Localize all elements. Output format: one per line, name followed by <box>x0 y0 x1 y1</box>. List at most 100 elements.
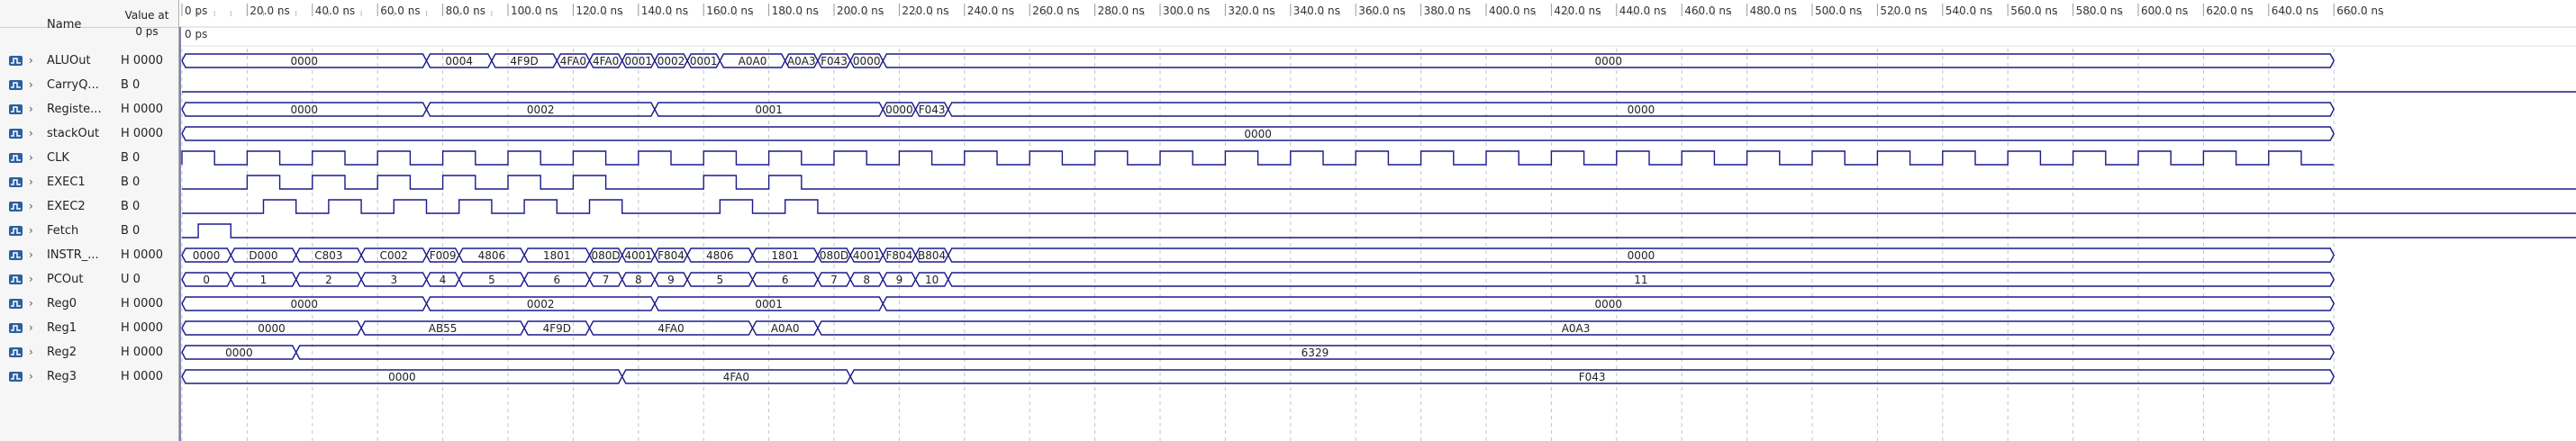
waveform-reg1[interactable]: 0000 AB55 4F9D 4FA0 A0A0 A0A3 <box>181 320 2335 336</box>
waveform-aluout[interactable]: 0000 0004 4F9D 4FA0 4FA0 0001 0002 0001 A0A0 A0A3… <box>181 53 2335 68</box>
bus-segment[interactable] <box>751 248 819 263</box>
bus-segment[interactable] <box>882 272 917 287</box>
signal-row[interactable]: › CLK <box>0 146 115 170</box>
bus-segment[interactable] <box>425 272 460 287</box>
waveform-registe[interactable]: 0000 0002 0001 0000 F043 0000 <box>181 102 2335 117</box>
bus-segment[interactable] <box>181 248 232 263</box>
bus-segment[interactable] <box>654 272 688 287</box>
bus-segment[interactable] <box>751 320 819 336</box>
expand-chevron-icon[interactable]: › <box>29 321 33 334</box>
bus-segment[interactable] <box>230 248 297 263</box>
bus-segment[interactable] <box>230 272 297 287</box>
signal-row[interactable]: › Reg0 <box>0 292 115 316</box>
expand-chevron-icon[interactable]: › <box>29 54 33 67</box>
bus-segment[interactable] <box>425 102 656 117</box>
expand-chevron-icon[interactable]: › <box>29 103 33 115</box>
bus-segment[interactable] <box>181 345 297 360</box>
bus-segment[interactable] <box>523 248 591 263</box>
expand-chevron-icon[interactable]: › <box>29 248 33 261</box>
signal-row[interactable]: › stackOut <box>0 122 115 146</box>
bus-segment[interactable] <box>817 248 851 263</box>
waveform-area[interactable]: 0 ps 20.0 ns 40.0 ns 60.0 ns 80.0 ns 100.0 ns… <box>179 0 2576 441</box>
clock-trace[interactable] <box>181 150 2335 166</box>
bus-segment[interactable] <box>295 248 362 263</box>
bus-segment[interactable] <box>588 320 754 336</box>
signal-row[interactable]: › Registe... <box>0 97 115 122</box>
bus-segment[interactable] <box>686 248 754 263</box>
bus-segment[interactable] <box>654 53 688 68</box>
bus-segment[interactable] <box>295 272 362 287</box>
bus-segment[interactable] <box>588 272 623 287</box>
bus-segment[interactable] <box>849 369 2335 384</box>
signal-row[interactable]: › Reg3 <box>0 364 115 389</box>
bus-segment[interactable] <box>947 248 2335 263</box>
waveform-reg2[interactable]: 0000 6329 <box>181 345 2335 360</box>
bus-segment[interactable] <box>654 248 688 263</box>
bus-segment[interactable] <box>458 248 525 263</box>
bus-segment[interactable] <box>849 248 884 263</box>
bus-segment[interactable] <box>654 102 884 117</box>
bus-segment[interactable] <box>686 272 754 287</box>
bus-segment[interactable] <box>882 53 2335 68</box>
expand-chevron-icon[interactable]: › <box>29 273 33 285</box>
bus-segment[interactable] <box>523 320 591 336</box>
bus-segment[interactable] <box>882 248 917 263</box>
bus-segment[interactable] <box>849 272 884 287</box>
signal-row[interactable]: › Reg1 <box>0 316 115 340</box>
signal-row[interactable]: › ALUOut <box>0 49 115 73</box>
bus-segment[interactable] <box>817 53 851 68</box>
waveform-exec2[interactable] <box>182 199 2576 214</box>
waveform-reg0[interactable]: 0000 0002 0001 0000 <box>181 296 2335 311</box>
bus-segment[interactable] <box>588 53 623 68</box>
bus-segment[interactable] <box>491 53 558 68</box>
signal-row[interactable]: › INSTR_... <box>0 243 115 267</box>
bus-segment[interactable] <box>686 53 721 68</box>
bus-segment[interactable] <box>882 296 2335 311</box>
bus-segment[interactable] <box>295 345 2335 360</box>
bus-segment[interactable] <box>458 272 525 287</box>
bus-segment[interactable] <box>784 53 819 68</box>
signal-row[interactable]: › CarryQ... <box>0 73 115 97</box>
bus-segment[interactable] <box>882 102 917 117</box>
expand-chevron-icon[interactable]: › <box>29 78 33 91</box>
bus-segment[interactable] <box>621 53 656 68</box>
bus-segment[interactable] <box>621 272 656 287</box>
bus-segment[interactable] <box>751 272 819 287</box>
bus-segment[interactable] <box>914 248 949 263</box>
expand-chevron-icon[interactable]: › <box>29 176 33 188</box>
signal-row[interactable]: › EXEC2 <box>0 194 115 219</box>
waveform-pcout[interactable]: 0 1 2 3 4 5 6 7 8 9 5 6 7 8 9 10 11 <box>181 272 2335 287</box>
waveform-exec1[interactable] <box>182 175 2576 190</box>
bus-segment[interactable] <box>181 126 2335 141</box>
signal-row[interactable]: › Reg2 <box>0 340 115 364</box>
bus-segment[interactable] <box>719 53 786 68</box>
expand-chevron-icon[interactable]: › <box>29 200 33 212</box>
bit-trace[interactable] <box>182 175 2576 190</box>
waveform-canvas[interactable]: 0 ps 20.0 ns 40.0 ns 60.0 ns 80.0 ns 100.0 ns… <box>179 0 2576 441</box>
signal-row[interactable]: › Fetch <box>0 219 115 243</box>
bus-segment[interactable] <box>425 248 460 263</box>
bus-segment[interactable] <box>588 248 623 263</box>
waveform-reg3[interactable]: 0000 4FA0 F043 <box>181 369 2335 384</box>
bus-segment[interactable] <box>947 102 2335 117</box>
waveform-stackout[interactable]: 0000 <box>181 126 2335 141</box>
bus-segment[interactable] <box>849 53 884 68</box>
bus-segment[interactable] <box>181 320 362 336</box>
bus-segment[interactable] <box>621 248 656 263</box>
waveform-fetch[interactable] <box>182 223 2576 238</box>
bus-segment[interactable] <box>817 320 2335 336</box>
bus-segment[interactable] <box>360 320 525 336</box>
expand-chevron-icon[interactable]: › <box>29 370 33 382</box>
bus-segment[interactable] <box>817 272 851 287</box>
expand-chevron-icon[interactable]: › <box>29 224 33 237</box>
bit-trace[interactable] <box>182 223 2576 238</box>
bus-segment[interactable] <box>556 53 591 68</box>
bus-segment[interactable] <box>947 272 2335 287</box>
bus-segment[interactable] <box>914 272 949 287</box>
bus-segment[interactable] <box>181 369 623 384</box>
waveform-clk[interactable] <box>181 150 2335 166</box>
bit-trace[interactable] <box>182 199 2576 214</box>
expand-chevron-icon[interactable]: › <box>29 151 33 164</box>
bus-segment[interactable] <box>181 272 232 287</box>
bus-segment[interactable] <box>181 53 428 68</box>
